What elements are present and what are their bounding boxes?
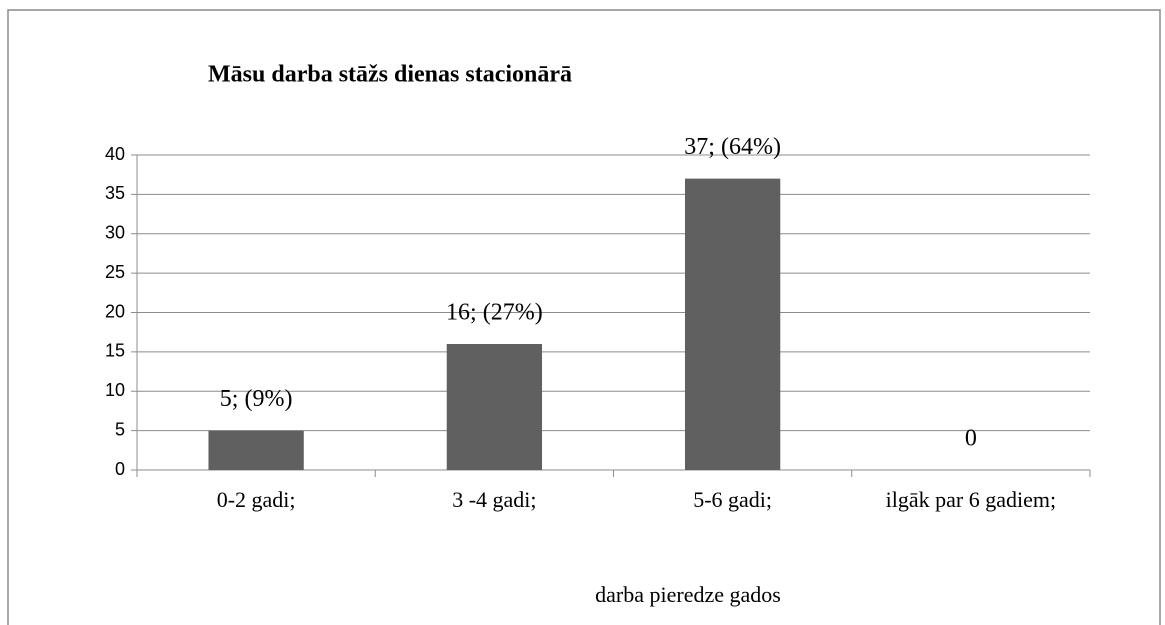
- chart-frame: [7, 9, 1161, 625]
- y-tick-label: 40: [105, 144, 125, 164]
- y-tick-label: 15: [105, 341, 125, 361]
- bar: [446, 344, 543, 470]
- x-tick-label: 3 -4 gadi;: [452, 487, 537, 512]
- y-tick-label: 5: [115, 419, 125, 439]
- y-tick-label: 35: [105, 183, 125, 203]
- value-label: 0: [965, 426, 977, 452]
- x-tick-label: ilgāk par 6 gadiem;: [885, 487, 1057, 512]
- y-tick-label: 10: [105, 380, 125, 400]
- value-label: 16; (27%): [446, 300, 543, 326]
- y-tick-label: 25: [105, 262, 125, 282]
- chart-title: Māsu darba stāžs dienas stacionārā: [208, 62, 572, 88]
- x-tick-label: 0-2 gadi;: [216, 487, 296, 512]
- y-tick-label: 20: [105, 301, 125, 321]
- y-tick-label: 0: [115, 459, 125, 479]
- y-tick-label: 30: [105, 223, 125, 243]
- bar: [684, 178, 781, 470]
- bar: [208, 430, 304, 470]
- value-label: 5; (9%): [220, 386, 293, 412]
- x-tick-label: 5-6 gadi;: [693, 487, 773, 512]
- x-axis-title: darba pieredze gados: [595, 582, 781, 607]
- value-label: 37; (64%): [684, 134, 781, 160]
